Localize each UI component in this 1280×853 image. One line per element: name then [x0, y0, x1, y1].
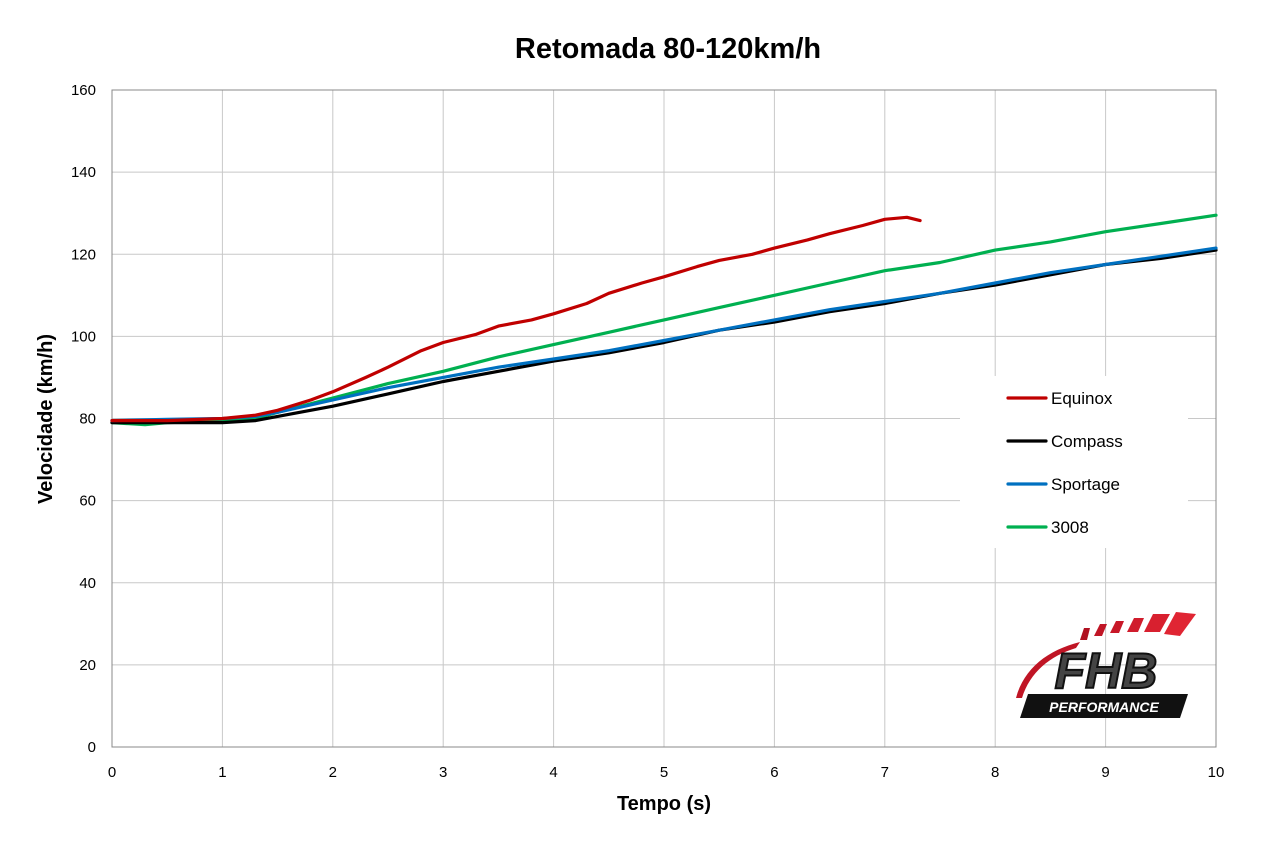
x-tick-label: 1	[218, 764, 226, 781]
x-axis-ticks: 0 1 2 3 4 5 6 7 8 9 10	[108, 764, 1225, 781]
x-tick-label: 5	[660, 764, 668, 781]
x-tick-label: 9	[1101, 764, 1109, 781]
y-axis-label: Velocidade (km/h)	[35, 334, 57, 504]
y-axis-ticks: 0 20 40 60 80 100 120 140 160	[71, 82, 96, 756]
y-tick-label: 100	[71, 328, 96, 345]
x-tick-label: 7	[881, 764, 889, 781]
series-line-3008	[110, 213, 1218, 427]
legend-label-compass: Compass	[1051, 432, 1123, 451]
plot-area-frame	[111, 89, 1217, 748]
y-tick-label: 60	[79, 493, 96, 510]
y-tick-label: 0	[88, 739, 96, 756]
y-tick-label: 20	[79, 657, 96, 674]
y-tick-label: 40	[79, 575, 96, 592]
series-line-equinox	[110, 215, 922, 423]
legend: Equinox Compass Sportage 3008	[960, 376, 1188, 548]
y-tick-label: 80	[79, 411, 96, 428]
series-lines	[110, 213, 1218, 427]
fhb-performance-logo: FHB PERFORMANCE	[1016, 612, 1196, 718]
y-tick-label: 140	[71, 164, 96, 181]
x-tick-label: 8	[991, 764, 999, 781]
y-tick-label: 120	[71, 246, 96, 263]
x-tick-label: 2	[329, 764, 337, 781]
x-axis-label: Tempo (s)	[617, 793, 711, 815]
legend-label-3008: 3008	[1051, 518, 1089, 537]
logo-swoosh	[1016, 642, 1080, 698]
chart-title: Retomada 80-120km/h	[515, 33, 821, 65]
logo-gauge-arc	[1080, 612, 1196, 640]
x-tick-label: 3	[439, 764, 447, 781]
series-line-compass	[110, 248, 1218, 425]
x-tick-label: 0	[108, 764, 116, 781]
legend-label-sportage: Sportage	[1051, 475, 1120, 494]
x-tick-label: 10	[1208, 764, 1225, 781]
legend-box	[960, 376, 1188, 548]
x-tick-label: 4	[549, 764, 557, 781]
legend-label-equinox: Equinox	[1051, 389, 1113, 408]
logo-text: FHB	[1055, 643, 1158, 699]
y-tick-label: 160	[71, 82, 96, 99]
logo-plate	[1020, 694, 1188, 718]
logo-subtext: PERFORMANCE	[1049, 699, 1159, 715]
x-tick-label: 6	[770, 764, 778, 781]
